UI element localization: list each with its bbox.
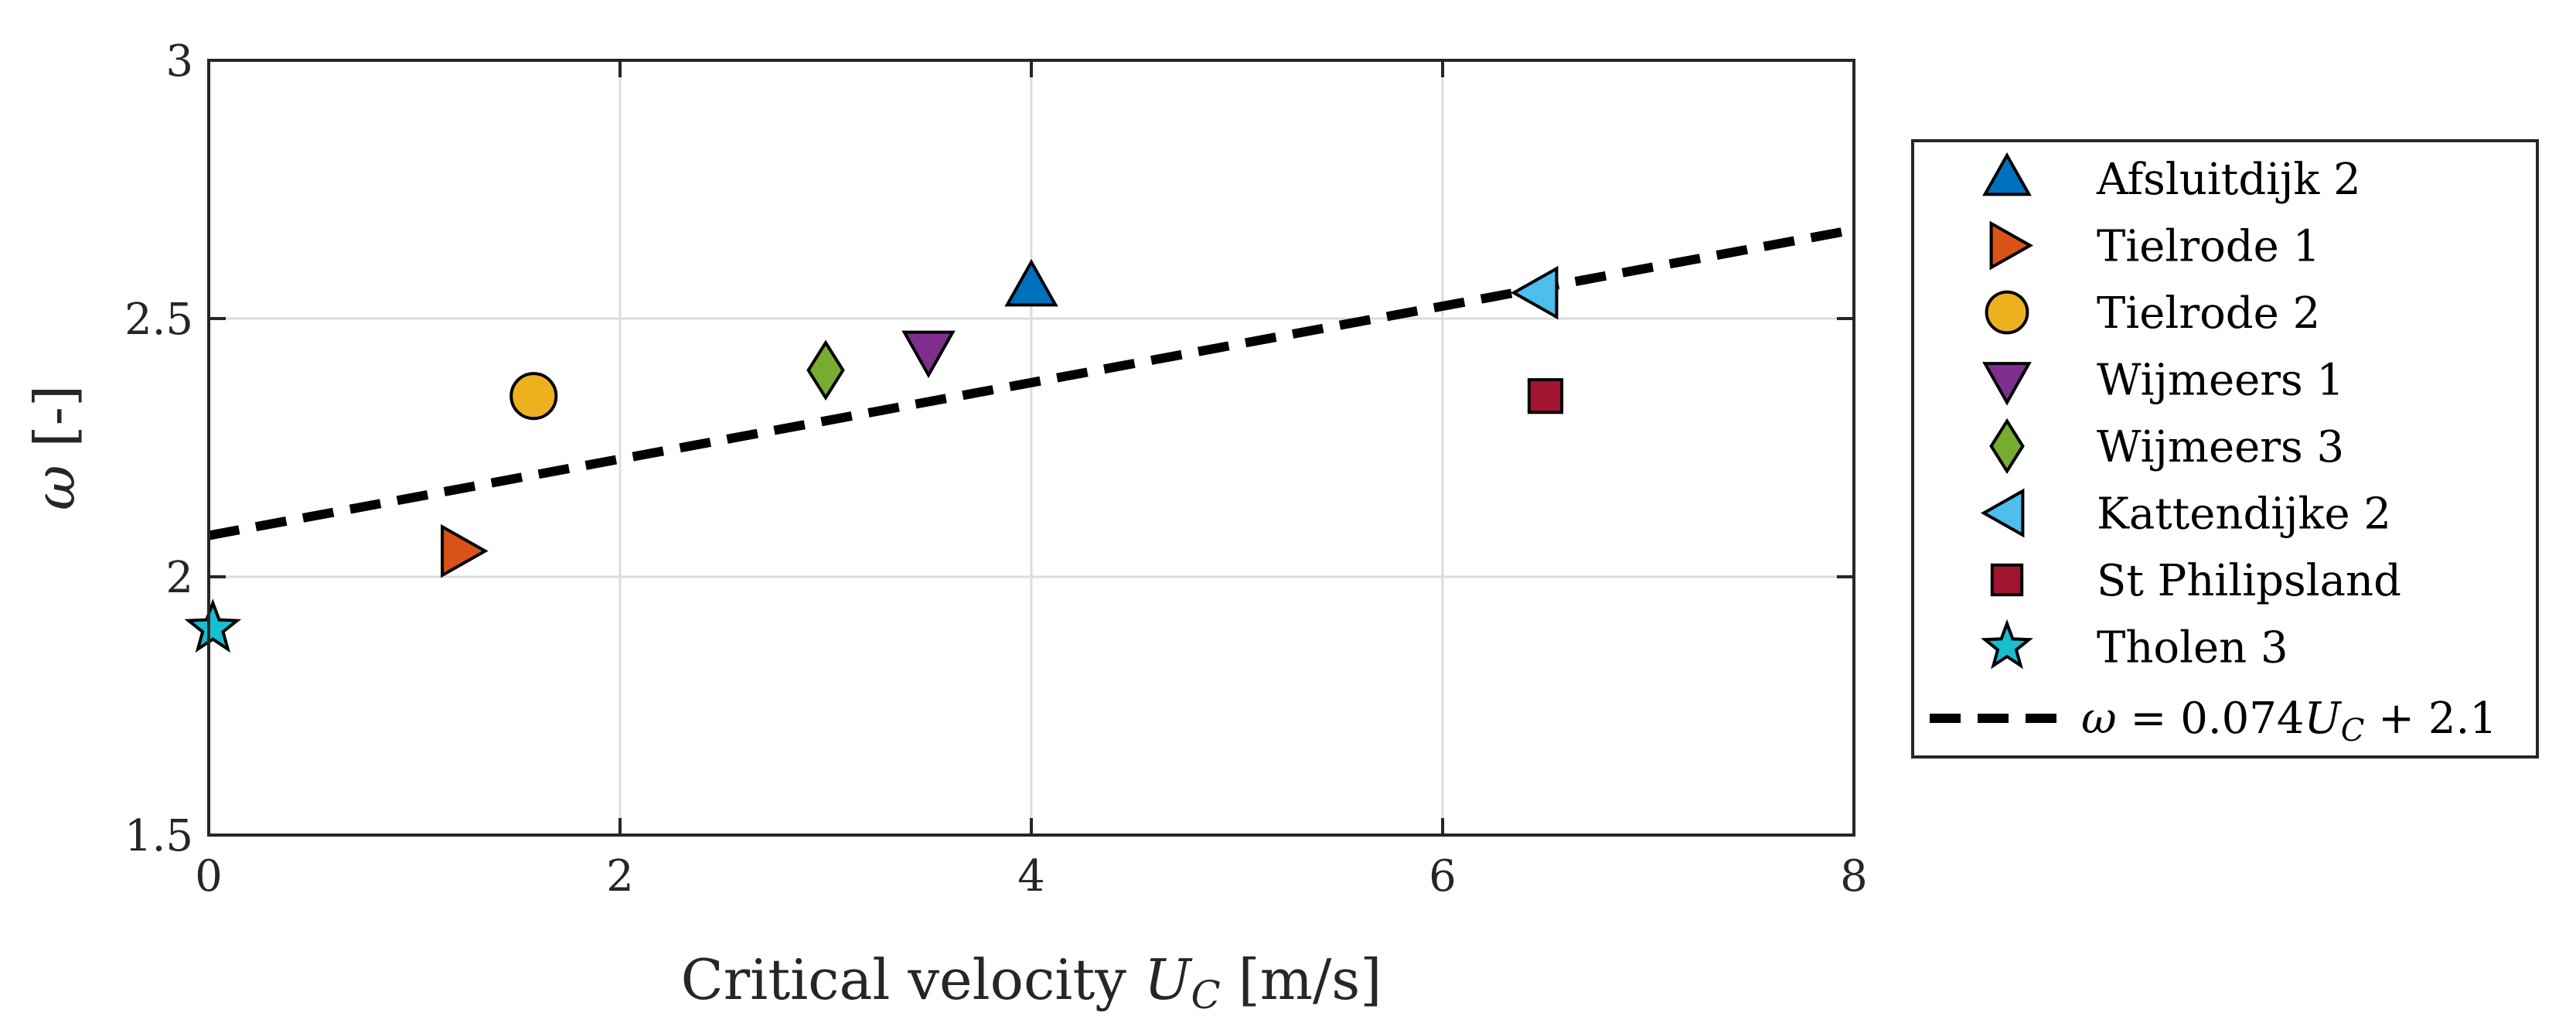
legend: Afsluitdijk 2 Tielrode 1 Tielrode 2 Wijmeer… <box>1911 139 2539 759</box>
data-point-afsluitdijk-2 <box>1004 258 1058 307</box>
legend-marker-tielrode-2 <box>1985 290 2029 335</box>
y-tick-label: 1.5 <box>124 811 193 861</box>
data-point-tholen-3 <box>184 598 242 653</box>
legend-label-tielrode-2: Tielrode 2 <box>2097 288 2320 339</box>
data-point-tielrode-2 <box>509 372 558 421</box>
fit-line-group <box>207 225 1855 540</box>
y-tick-labels: 1.5 2 2.5 3 <box>124 36 193 861</box>
legend-fit-var: U <box>2305 694 2343 744</box>
legend-fit-sub: C <box>2341 713 2365 748</box>
legend-label-st-philipsland: St Philipsland <box>2097 556 2401 606</box>
y-tick-label: 3 <box>165 36 193 87</box>
data-point-kattendijke-2 <box>1510 265 1559 320</box>
legend-fit-eq: = 0.074 <box>2117 694 2305 744</box>
legend-items: Afsluitdijk 2 Tielrode 1 Tielrode 2 Wijmeer… <box>1980 152 2401 673</box>
plot-area <box>184 59 1855 837</box>
axis-ticks <box>207 59 1855 837</box>
legend-marker-wijmeers-1 <box>1982 362 2032 406</box>
legend-label-wijmeers-3: Wijmeers 3 <box>2097 422 2344 472</box>
legend-label-kattendijke-2: Kattendijke 2 <box>2097 489 2391 540</box>
x-axis-title-unit: [m/s] <box>1221 947 1382 1012</box>
x-tick-label: 2 <box>606 851 634 902</box>
legend-label-afsluitdijk-2: Afsluitdijk 2 <box>2096 155 2361 205</box>
x-tick-label: 6 <box>1429 851 1457 902</box>
x-axis-title: Critical velocity UC [m/s] <box>681 947 1382 1018</box>
x-axis-title-text: Critical velocity <box>681 947 1144 1012</box>
legend-marker-wijmeers-3 <box>1989 418 2025 475</box>
grid-lines <box>209 60 1854 835</box>
legend-label-wijmeers-1: Wijmeers 1 <box>2097 356 2344 406</box>
data-markers <box>184 258 1564 653</box>
y-tick-label: 2 <box>165 553 193 603</box>
data-point-st-philipsland <box>1527 378 1564 414</box>
data-point-tielrode-1 <box>441 523 489 578</box>
data-point-wijmeers-3 <box>806 339 845 401</box>
legend-marker-afsluitdijk-2 <box>1982 152 2032 196</box>
y-axis-title: ω [-] <box>22 385 87 510</box>
legend-label-tholen-3: Tholen 3 <box>2097 623 2288 673</box>
x-tick-label: 8 <box>1840 851 1868 902</box>
fit-line <box>207 225 1855 540</box>
legend-fit-item: ω = 0.074UC + 2.1 <box>1930 694 2497 748</box>
legend-marker-kattendijke-2 <box>1980 488 2025 538</box>
legend-fit-lhs: ω <box>2081 694 2117 744</box>
x-tick-label: 0 <box>195 851 223 902</box>
y-tick-label: 2.5 <box>124 295 193 345</box>
legend-marker-tielrode-1 <box>1989 220 2034 271</box>
x-axis-title-var: U <box>1144 947 1193 1012</box>
y-axis-title-var: ω <box>22 465 87 510</box>
x-tick-labels: 0 2 4 6 8 <box>195 851 1868 902</box>
legend-marker-tholen-3 <box>1981 619 2033 670</box>
legend-marker-st-philipsland <box>1990 563 2024 597</box>
legend-fit-rest: + 2.1 <box>2364 694 2497 744</box>
legend-fit-label: ω = 0.074UC + 2.1 <box>2081 694 2497 748</box>
data-point-wijmeers-1 <box>901 330 956 379</box>
legend-label-tielrode-1: Tielrode 1 <box>2097 222 2320 272</box>
x-axis-title-sub: C <box>1191 973 1221 1018</box>
y-axis-title-unit: [-] <box>22 385 87 465</box>
x-tick-label: 4 <box>1017 851 1045 902</box>
